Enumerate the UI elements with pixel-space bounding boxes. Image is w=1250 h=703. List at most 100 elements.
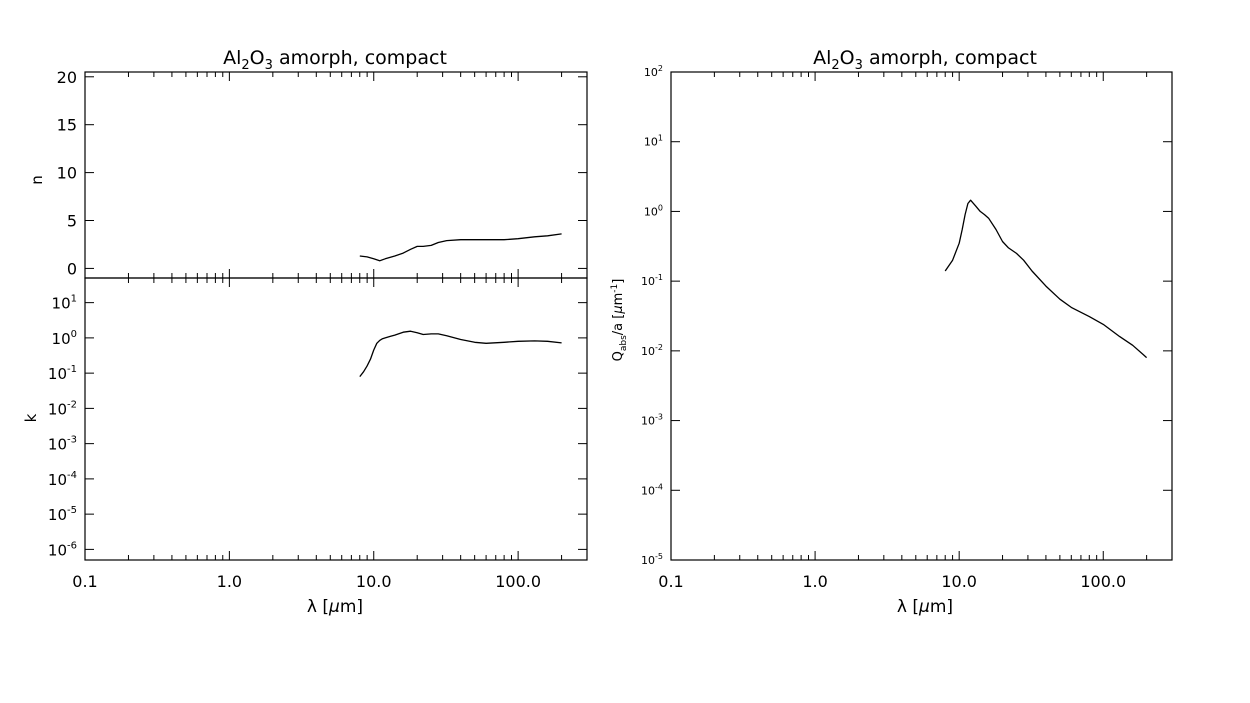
right-title-sub-3: 3: [855, 58, 863, 73]
qabs-label-mu: μ: [611, 305, 626, 314]
k-axis-label: k: [22, 413, 40, 422]
left-xlabel-unit: m]: [340, 597, 363, 617]
q-ytick-exponent: -2: [655, 343, 663, 352]
q-ytick-label: 10-1: [641, 273, 663, 288]
k-plot-area: 0.1 1.0 10.0 100.010-610-510-410-310-210-11…: [48, 277, 588, 591]
q-ytick-label: 10-5: [641, 552, 663, 567]
left-xlabel-lambda: λ [: [307, 597, 329, 617]
refractive-index-n-panel: Al2O3 amorph, compact n: [28, 47, 447, 185]
k-ytick-label: 10-6: [48, 540, 77, 559]
n-ytick-label: 0: [67, 259, 77, 278]
q-ytick-exponent: 2: [658, 64, 663, 73]
k-ytick-exponent: -5: [67, 505, 77, 516]
q-ytick-base: 10: [644, 205, 658, 218]
q-ytick-exponent: -3: [655, 413, 663, 422]
k-xtick-label: 1.0: [217, 572, 242, 591]
left-x-axis-label: λ [μm]: [307, 597, 363, 617]
qabs-label-sub: abs: [619, 335, 629, 351]
right-title-sub-2: 2: [831, 58, 839, 73]
n-axis-label: n: [28, 175, 46, 185]
k-ytick-exponent: -6: [67, 540, 77, 551]
k-ytick-base: 10: [52, 330, 71, 348]
q-xtick-label: 10.0: [941, 572, 977, 591]
k-frame: [84, 277, 588, 561]
k-ytick-base: 10: [48, 400, 67, 418]
q-ytick-exponent: -4: [655, 482, 663, 491]
n-curve: [359, 233, 562, 262]
q-ytick-base: 10: [641, 415, 655, 428]
q-curve: [944, 199, 1148, 359]
k-ytick-label: 10-3: [48, 435, 77, 454]
k-ytick-label: 100: [52, 329, 77, 348]
k-ytick-label: 10-1: [48, 364, 77, 383]
n-ytick-label: 15: [57, 116, 77, 135]
q-ytick-label: 10-4: [641, 482, 663, 497]
left-title-sub-2: 2: [241, 58, 249, 73]
q-ytick-label: 10-2: [641, 343, 663, 358]
qabs-label-close: ]: [611, 279, 626, 284]
k-ytick-exponent: -2: [67, 399, 77, 410]
right-title-rest: amorph, compact: [863, 47, 1037, 69]
right-xlabel-mu: μ: [918, 597, 930, 617]
q-ytick-label: 10-3: [641, 413, 663, 428]
qabs-label-q: Q: [611, 351, 626, 361]
left-title-rest: amorph, compact: [273, 47, 447, 69]
n-frame: [84, 71, 588, 279]
right-xlabel-unit: m]: [930, 597, 953, 617]
k-xtick-label: 10.0: [356, 572, 392, 591]
n-ytick-label: 5: [67, 212, 77, 231]
qabs-label-m: m: [611, 293, 626, 306]
q-ytick-base: 10: [641, 484, 655, 497]
q-plot-area: 0.1 1.0 10.0 100.010-510-410-310-210-110010…: [641, 64, 1173, 591]
k-ytick-label: 10-4: [48, 470, 77, 489]
q-xtick-label: 0.1: [658, 572, 683, 591]
k-ytick-exponent: 0: [71, 329, 77, 340]
q-ytick-exponent: 0: [658, 203, 663, 212]
k-ytick-base: 10: [48, 365, 67, 383]
q-ytick-label: 101: [644, 134, 663, 149]
left-title-al: Al: [223, 47, 241, 69]
q-ytick-label: 102: [644, 64, 663, 79]
k-ytick-exponent: 1: [71, 294, 77, 305]
k-xtick-label: 100.0: [495, 572, 541, 591]
q-xtick-label: 1.0: [802, 572, 827, 591]
n-ytick-label: 10: [57, 164, 77, 183]
left-title-sub-3: 3: [265, 58, 273, 73]
left-chart-title: Al2O3 amorph, compact: [223, 47, 447, 73]
q-ytick-exponent: -5: [655, 552, 663, 561]
q-ytick-base: 10: [641, 275, 655, 288]
q-ytick-base: 10: [644, 136, 658, 149]
k-ytick-base: 10: [52, 295, 71, 313]
k-ytick-label: 101: [52, 294, 77, 313]
n-plot-area: 0 5 10 15 20: [57, 68, 588, 279]
k-ytick-exponent: -3: [67, 435, 77, 446]
right-x-axis-label: λ [μm]: [897, 597, 953, 617]
k-curve: [359, 330, 562, 377]
q-ytick-exponent: -1: [655, 273, 663, 282]
extinction-k-panel: k λ [μm]: [22, 413, 363, 617]
n-ytick-label: 20: [57, 68, 77, 87]
k-ytick-base: 10: [48, 471, 67, 489]
qabs-label-exp: -1: [610, 284, 620, 293]
k-ytick-label: 10-2: [48, 399, 77, 418]
k-xtick-label: 0.1: [72, 572, 97, 591]
right-title-al: Al: [813, 47, 831, 69]
right-chart-title: Al2O3 amorph, compact: [813, 47, 1037, 73]
right-title-o: O: [840, 47, 855, 69]
q-frame: [670, 71, 1173, 561]
k-ytick-base: 10: [48, 436, 67, 454]
left-xlabel-mu: μ: [328, 597, 340, 617]
absorption-efficiency-panel: Al2O3 amorph, compact λ [μm] Qabs/a [μm-…: [610, 47, 1037, 617]
k-ytick-exponent: -4: [67, 470, 77, 481]
qabs-axis-label: Qabs/a [μm-1]: [610, 279, 629, 362]
q-ytick-base: 10: [641, 554, 655, 567]
k-ytick-exponent: -1: [67, 364, 77, 375]
k-ytick-base: 10: [48, 541, 67, 559]
k-ytick-base: 10: [48, 506, 67, 524]
q-ytick-base: 10: [641, 345, 655, 358]
q-ytick-exponent: 1: [658, 134, 663, 143]
q-ytick-base: 10: [644, 66, 658, 79]
q-ytick-label: 100: [644, 203, 663, 218]
qabs-label-a: /a [: [611, 314, 626, 336]
